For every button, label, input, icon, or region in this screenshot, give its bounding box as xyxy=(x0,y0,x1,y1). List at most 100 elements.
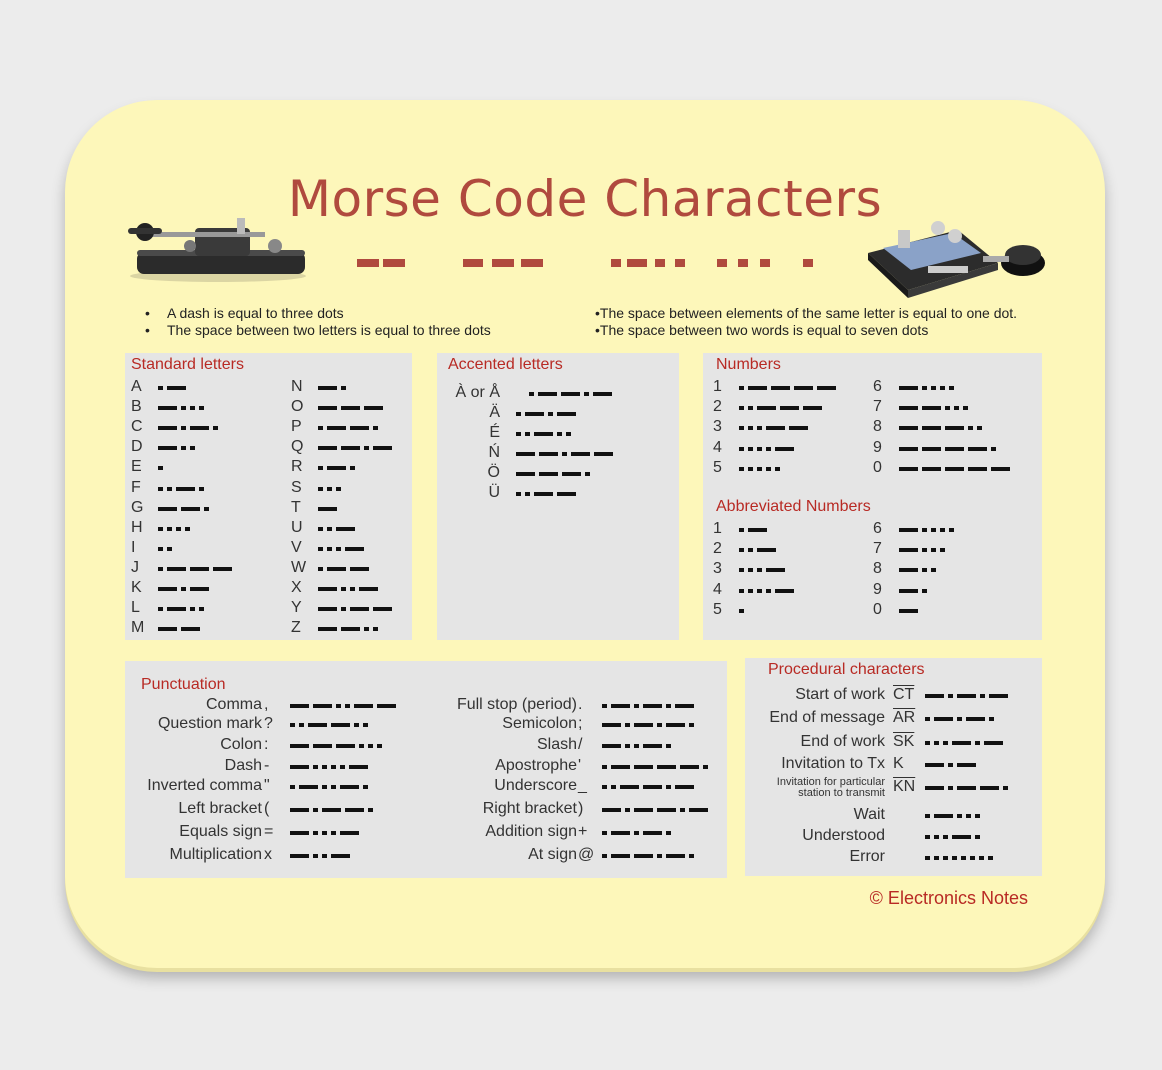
dash-mark xyxy=(516,452,535,456)
title-morse-mark xyxy=(675,259,685,267)
dot-mark xyxy=(748,548,753,553)
dash-mark xyxy=(817,386,836,390)
dash-mark xyxy=(345,808,364,812)
dot-mark xyxy=(922,528,927,532)
dash-mark xyxy=(611,765,630,769)
dot-mark xyxy=(181,406,186,411)
dot-mark xyxy=(213,426,218,431)
punctuation-panel: Punctuation Comma, Question mark? Colon: Da… xyxy=(125,661,727,878)
dash-mark xyxy=(190,426,209,431)
punctuation-symbol: ' xyxy=(578,757,582,774)
punctuation-symbol: ; xyxy=(578,715,583,732)
punctuation-symbol: / xyxy=(578,736,583,753)
dot-mark xyxy=(625,723,630,727)
punctuation-symbol: , xyxy=(264,696,269,713)
accented-letter-label: Ü xyxy=(488,484,500,501)
dash-mark xyxy=(934,717,953,721)
dot-mark xyxy=(666,785,671,789)
dot-mark xyxy=(989,717,994,721)
dot-mark xyxy=(167,526,172,531)
dot-mark xyxy=(341,386,346,390)
dot-mark xyxy=(748,588,753,593)
dot-mark xyxy=(945,406,950,411)
dash-mark xyxy=(675,704,694,708)
dash-mark xyxy=(534,432,553,436)
dash-mark xyxy=(968,446,987,451)
letter-label: S xyxy=(291,478,302,496)
punctuation-symbol: : xyxy=(264,736,269,753)
punctuation-name: At sign xyxy=(528,846,577,863)
number-label: 2 xyxy=(713,398,722,416)
dot-mark xyxy=(657,723,662,727)
number-label: 7 xyxy=(873,398,882,416)
accented-letter-label: Ö xyxy=(487,464,500,481)
dash-mark xyxy=(957,786,976,790)
dot-mark xyxy=(739,548,744,553)
dash-mark xyxy=(290,808,309,812)
dot-mark xyxy=(340,765,345,769)
dot-mark xyxy=(748,466,753,471)
dot-mark xyxy=(363,785,368,789)
letter-label: U xyxy=(291,518,303,536)
letter-label: D xyxy=(131,438,143,456)
dot-mark xyxy=(364,446,369,451)
dot-mark xyxy=(739,406,744,411)
dash-mark xyxy=(364,406,383,411)
panel-title: Standard letters xyxy=(131,356,244,373)
dot-mark xyxy=(373,627,378,632)
dot-mark xyxy=(934,856,939,860)
procedural-name: Error xyxy=(849,848,885,865)
title-morse-mark xyxy=(383,259,405,267)
punctuation-symbol: ) xyxy=(578,800,584,817)
dot-mark xyxy=(757,446,762,451)
procedural-symbol: KN xyxy=(893,778,916,795)
dot-mark xyxy=(975,835,980,839)
dot-mark xyxy=(952,856,957,860)
dot-mark xyxy=(666,704,671,708)
dash-mark xyxy=(634,854,653,858)
bullet-text: The space between elements of the same l… xyxy=(599,305,1018,321)
dot-mark xyxy=(940,386,945,390)
dot-mark xyxy=(190,406,195,411)
dot-mark xyxy=(980,694,985,698)
dot-mark xyxy=(922,548,927,553)
punctuation-symbol: ? xyxy=(264,715,273,732)
dot-mark xyxy=(757,568,762,573)
dash-mark xyxy=(331,854,350,858)
dash-mark xyxy=(359,587,378,591)
abbreviated-number-label: 4 xyxy=(713,580,722,598)
dash-mark xyxy=(290,744,309,748)
dot-mark xyxy=(516,412,521,416)
dash-mark xyxy=(557,412,576,416)
dot-mark xyxy=(525,432,530,436)
dash-mark xyxy=(167,566,186,571)
procedural-name: Invitation for particular station to tra… xyxy=(776,776,885,799)
dot-mark xyxy=(602,831,607,835)
letter-label: N xyxy=(291,378,303,395)
dash-mark xyxy=(957,763,976,767)
number-label: 5 xyxy=(713,458,722,476)
abbreviated-number-label: 5 xyxy=(713,600,722,618)
dot-mark xyxy=(634,744,639,748)
dot-mark xyxy=(181,587,186,591)
title-morse-mark xyxy=(760,259,770,267)
dash-mark xyxy=(952,741,971,745)
dot-mark xyxy=(199,607,204,612)
dot-mark xyxy=(602,854,607,858)
dash-mark xyxy=(968,466,987,471)
bullet-text: The space between two letters is equal t… xyxy=(167,322,491,338)
letter-label: C xyxy=(131,418,143,436)
dash-mark xyxy=(341,446,360,451)
dash-mark xyxy=(318,587,337,591)
dot-mark xyxy=(970,856,975,860)
dot-mark xyxy=(943,835,948,839)
panel-title: Accented letters xyxy=(448,356,563,373)
dash-mark xyxy=(922,466,941,471)
letter-label: A xyxy=(131,378,142,395)
abbreviated-number-label: 9 xyxy=(873,580,882,598)
dot-mark xyxy=(931,386,936,390)
dot-mark xyxy=(766,588,771,593)
dot-mark xyxy=(739,446,744,451)
procedural-name: End of message xyxy=(769,709,885,726)
dash-mark xyxy=(771,386,790,390)
